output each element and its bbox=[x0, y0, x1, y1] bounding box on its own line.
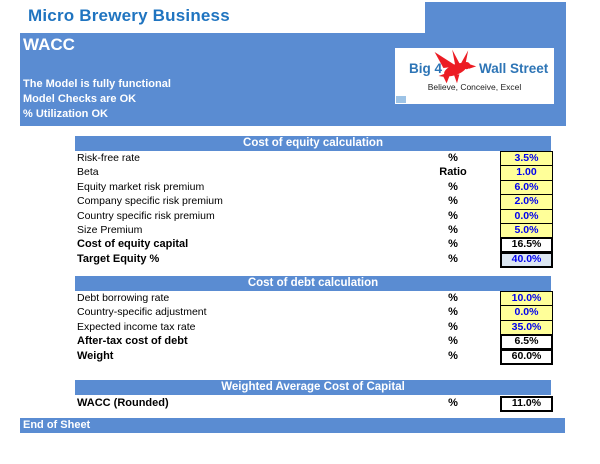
cell-target-equity: 40.0% bbox=[501, 252, 552, 268]
row-label: Company specific risk premium bbox=[77, 195, 223, 208]
logo-tagline: Believe, Conceive, Excel bbox=[427, 82, 522, 92]
row-label: Country specific risk premium bbox=[77, 209, 215, 222]
wacc-rows: WACC (Rounded) % bbox=[75, 396, 553, 410]
row-label: Weight bbox=[77, 349, 114, 362]
page-title: Micro Brewery Business bbox=[28, 6, 230, 25]
header-band: WACC The Model is fully functional Model… bbox=[20, 33, 566, 126]
logo-brand-prefix: Big 4 bbox=[409, 61, 443, 76]
status-line-utilization: % Utilization OK bbox=[23, 108, 108, 120]
section-header-equity: Cost of equity calculation bbox=[75, 136, 551, 151]
row-unit: Ratio bbox=[439, 166, 467, 179]
row-expected-income-tax-rate: Expected income tax rate % bbox=[75, 320, 553, 334]
model-status: The Model is fully functional Model Chec… bbox=[23, 77, 171, 122]
cell-risk-free-rate[interactable]: 3.5% bbox=[501, 152, 552, 167]
row-unit: % bbox=[448, 223, 458, 236]
end-of-sheet-bar: End of Sheet bbox=[20, 418, 565, 433]
wacc-value-cells: 11.0% bbox=[500, 396, 553, 413]
row-unit: % bbox=[448, 397, 458, 409]
equity-value-cells: 3.5% 1.00 6.0% 2.0% 0.0% 5.0% 16.5% 40.0… bbox=[500, 151, 553, 269]
eagle-icon bbox=[434, 49, 477, 84]
row-label: Target Equity % bbox=[77, 252, 160, 265]
row-unit: % bbox=[448, 252, 458, 265]
section-header-wacc: Weighted Average Cost of Capital bbox=[75, 380, 551, 395]
cell-wacc-rounded: 11.0% bbox=[501, 397, 552, 412]
status-line-checks: Model Checks are OK bbox=[23, 93, 137, 105]
cell-expected-income-tax-rate[interactable]: 35.0% bbox=[501, 320, 552, 336]
logo-brand-suffix: Wall Street bbox=[479, 61, 549, 76]
status-line-functional: The Model is fully functional bbox=[23, 78, 171, 90]
row-unit: % bbox=[448, 306, 458, 319]
section-header-debt: Cost of debt calculation bbox=[75, 276, 551, 291]
row-weight: Weight % bbox=[75, 349, 553, 363]
row-country-specific-adjustment: Country-specific adjustment % bbox=[75, 305, 553, 319]
row-unit: % bbox=[448, 335, 458, 348]
header-top-right-block bbox=[425, 2, 566, 34]
row-unit: % bbox=[448, 180, 458, 193]
row-label: Size Premium bbox=[77, 223, 143, 236]
row-unit: % bbox=[448, 320, 458, 333]
cell-weight: 60.0% bbox=[501, 349, 552, 364]
logo-corner-mark bbox=[396, 96, 406, 103]
row-unit: % bbox=[448, 292, 458, 304]
row-company-specific-risk-premium: Company specific risk premium % bbox=[75, 194, 553, 208]
row-label: Expected income tax rate bbox=[77, 320, 196, 333]
equity-rows: Risk-free rate % Beta Ratio Equity marke… bbox=[75, 151, 553, 266]
row-label: Equity market risk premium bbox=[77, 180, 205, 193]
row-unit: % bbox=[448, 209, 458, 222]
row-after-tax-cost-of-debt: After-tax cost of debt % bbox=[75, 334, 553, 348]
row-target-equity: Target Equity % % bbox=[75, 252, 553, 266]
row-label: Beta bbox=[77, 166, 99, 179]
row-label: After-tax cost of debt bbox=[77, 335, 188, 348]
cell-after-tax-cost-of-debt: 6.5% bbox=[501, 335, 552, 350]
row-unit: % bbox=[448, 238, 458, 251]
row-label: Debt borrowing rate bbox=[77, 292, 170, 304]
company-logo: Big 4 Wall Street Believe, Conceive, Exc… bbox=[395, 48, 554, 104]
cell-beta[interactable]: 1.00 bbox=[501, 166, 552, 181]
row-cost-of-equity-capital: Cost of equity capital % bbox=[75, 237, 553, 251]
cell-company-specific-risk-premium[interactable]: 2.0% bbox=[501, 195, 552, 210]
row-label: Cost of equity capital bbox=[77, 238, 189, 251]
row-size-premium: Size Premium % bbox=[75, 223, 553, 237]
row-country-specific-risk-premium: Country specific risk premium % bbox=[75, 209, 553, 223]
row-debt-borrowing-rate: Debt borrowing rate % bbox=[75, 291, 553, 305]
debt-value-cells: 10.0% 0.0% 35.0% 6.5% 60.0% bbox=[500, 291, 553, 365]
sheet-title: WACC bbox=[23, 35, 75, 54]
row-beta: Beta Ratio bbox=[75, 165, 553, 179]
cell-debt-borrowing-rate[interactable]: 10.0% bbox=[501, 292, 552, 307]
row-wacc-rounded: WACC (Rounded) % bbox=[75, 396, 553, 410]
cell-country-specific-adjustment[interactable]: 0.0% bbox=[501, 306, 552, 321]
row-risk-free-rate: Risk-free rate % bbox=[75, 151, 553, 165]
row-label: Risk-free rate bbox=[77, 152, 141, 164]
row-equity-market-risk-premium: Equity market risk premium % bbox=[75, 180, 553, 194]
row-label: Country-specific adjustment bbox=[77, 306, 207, 319]
row-unit: % bbox=[448, 152, 458, 164]
cell-cost-of-equity-capital: 16.5% bbox=[501, 238, 552, 253]
debt-rows: Debt borrowing rate % Country-specific a… bbox=[75, 291, 553, 363]
cell-equity-market-risk-premium[interactable]: 6.0% bbox=[501, 180, 552, 196]
row-label: WACC (Rounded) bbox=[77, 397, 169, 409]
cell-country-specific-risk-premium[interactable]: 0.0% bbox=[501, 209, 552, 224]
cell-size-premium[interactable]: 5.0% bbox=[501, 223, 552, 239]
row-unit: % bbox=[448, 195, 458, 208]
row-unit: % bbox=[448, 349, 458, 362]
